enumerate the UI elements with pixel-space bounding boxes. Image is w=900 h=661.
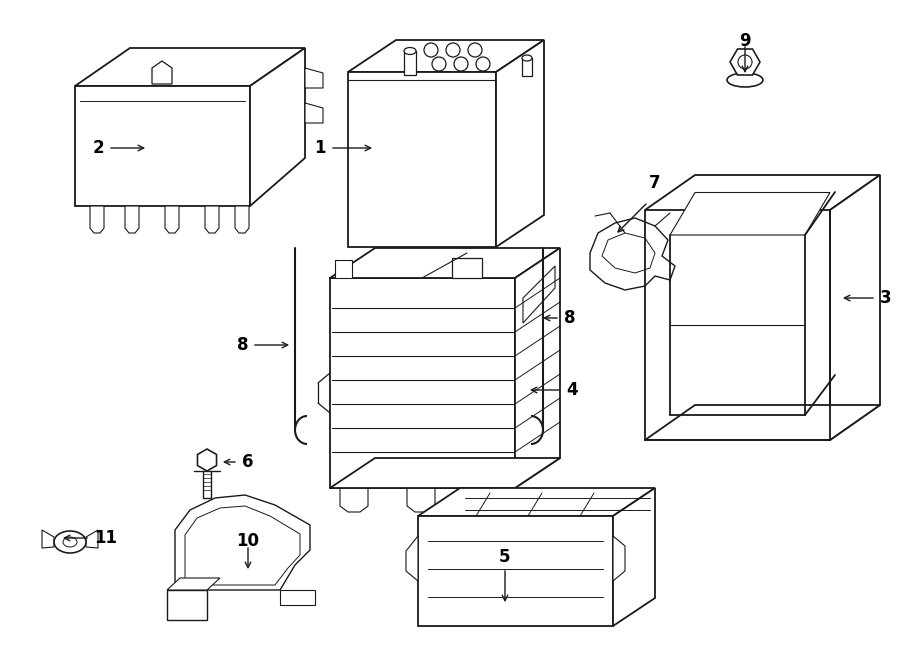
- Polygon shape: [602, 233, 655, 273]
- Circle shape: [738, 55, 752, 69]
- Polygon shape: [496, 40, 544, 247]
- Polygon shape: [250, 48, 305, 206]
- Polygon shape: [335, 260, 352, 278]
- Circle shape: [476, 57, 490, 71]
- Text: 10: 10: [237, 532, 259, 550]
- Polygon shape: [90, 206, 104, 233]
- Text: 5: 5: [500, 548, 511, 566]
- Polygon shape: [185, 506, 300, 585]
- Polygon shape: [613, 488, 655, 626]
- Polygon shape: [42, 530, 54, 548]
- Polygon shape: [167, 590, 207, 620]
- Polygon shape: [613, 536, 625, 581]
- Polygon shape: [175, 495, 310, 590]
- Polygon shape: [590, 218, 675, 290]
- Polygon shape: [280, 590, 315, 605]
- Polygon shape: [305, 68, 323, 88]
- Text: 11: 11: [94, 529, 117, 547]
- Circle shape: [424, 43, 438, 57]
- Text: 8: 8: [564, 309, 575, 327]
- Text: 1: 1: [314, 139, 326, 157]
- Polygon shape: [75, 48, 305, 86]
- Polygon shape: [670, 192, 830, 235]
- Polygon shape: [305, 103, 323, 123]
- Polygon shape: [152, 61, 172, 84]
- Text: 4: 4: [566, 381, 578, 399]
- Polygon shape: [515, 248, 560, 488]
- Polygon shape: [645, 175, 880, 210]
- Polygon shape: [404, 51, 416, 75]
- Polygon shape: [330, 458, 560, 488]
- Ellipse shape: [522, 55, 532, 61]
- Polygon shape: [86, 530, 98, 548]
- Polygon shape: [330, 278, 515, 488]
- Ellipse shape: [63, 537, 77, 547]
- Text: 7: 7: [649, 174, 661, 192]
- Ellipse shape: [727, 73, 763, 87]
- Polygon shape: [645, 405, 880, 440]
- Text: 6: 6: [242, 453, 254, 471]
- Polygon shape: [348, 40, 544, 72]
- Text: 3: 3: [880, 289, 892, 307]
- Ellipse shape: [54, 531, 86, 553]
- Polygon shape: [418, 516, 613, 626]
- Polygon shape: [75, 86, 250, 206]
- Polygon shape: [167, 578, 220, 590]
- Polygon shape: [452, 258, 482, 278]
- Polygon shape: [830, 175, 880, 440]
- Circle shape: [468, 43, 482, 57]
- Polygon shape: [125, 206, 139, 233]
- Polygon shape: [418, 488, 655, 516]
- Polygon shape: [348, 72, 496, 247]
- Circle shape: [432, 57, 446, 71]
- Polygon shape: [480, 488, 508, 512]
- Polygon shape: [205, 206, 219, 233]
- Circle shape: [446, 43, 460, 57]
- Ellipse shape: [404, 48, 416, 54]
- Polygon shape: [340, 488, 368, 512]
- Polygon shape: [407, 488, 435, 512]
- Circle shape: [454, 57, 468, 71]
- Text: 9: 9: [739, 32, 751, 50]
- Polygon shape: [330, 248, 560, 278]
- Polygon shape: [406, 536, 418, 581]
- Text: 2: 2: [93, 139, 104, 157]
- Text: 8: 8: [237, 336, 248, 354]
- Polygon shape: [165, 206, 179, 233]
- Polygon shape: [522, 58, 532, 76]
- Polygon shape: [523, 266, 555, 323]
- Polygon shape: [235, 206, 249, 233]
